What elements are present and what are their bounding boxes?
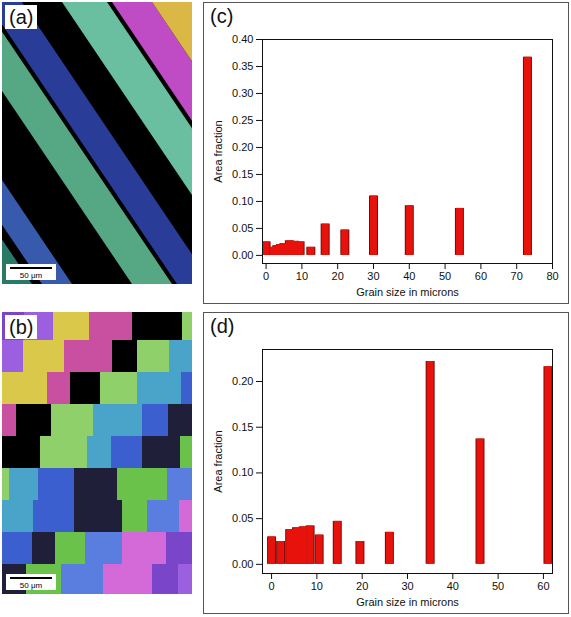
svg-text:50 μm: 50 μm	[20, 581, 43, 590]
svg-text:Area fraction: Area fraction	[212, 120, 224, 182]
svg-text:0.15: 0.15	[232, 168, 253, 180]
svg-text:0: 0	[263, 270, 269, 282]
svg-text:50 μm: 50 μm	[20, 271, 43, 280]
svg-text:0.05: 0.05	[232, 512, 253, 524]
svg-text:50: 50	[492, 580, 504, 592]
svg-text:0.30: 0.30	[232, 87, 253, 99]
svg-text:30: 30	[401, 580, 413, 592]
svg-text:20: 20	[356, 580, 368, 592]
svg-text:10: 10	[296, 270, 308, 282]
svg-text:0.20: 0.20	[232, 375, 253, 387]
html-text:(d): (d)	[210, 315, 235, 337]
svg-text:Grain size in microns: Grain size in microns	[356, 286, 459, 298]
svg-text:0.40: 0.40	[232, 33, 253, 45]
svg-text:0.10: 0.10	[232, 195, 253, 207]
svg-text:70: 70	[511, 270, 523, 282]
html-text:(a): (a)	[9, 6, 34, 28]
svg-text:0.00: 0.00	[232, 558, 253, 570]
html-text:(b): (b)	[9, 316, 34, 338]
html-text:(c): (c)	[210, 5, 234, 27]
svg-text:50: 50	[439, 270, 451, 282]
svg-text:0.00: 0.00	[232, 249, 253, 261]
svg-text:40: 40	[447, 580, 459, 592]
svg-text:0.15: 0.15	[232, 421, 253, 433]
svg-text:0.35: 0.35	[232, 60, 253, 72]
svg-text:40: 40	[403, 270, 415, 282]
svg-text:20: 20	[332, 270, 344, 282]
svg-text:Grain size in microns: Grain size in microns	[356, 596, 459, 608]
svg-text:0: 0	[269, 580, 275, 592]
svg-text:0.20: 0.20	[232, 141, 253, 153]
svg-text:80: 80	[546, 270, 558, 282]
svg-text:60: 60	[537, 580, 549, 592]
svg-text:0.05: 0.05	[232, 222, 253, 234]
svg-text:Area fraction: Area fraction	[212, 430, 224, 492]
svg-text:0.10: 0.10	[232, 466, 253, 478]
svg-text:30: 30	[367, 270, 379, 282]
svg-text:60: 60	[475, 270, 487, 282]
svg-text:10: 10	[311, 580, 323, 592]
svg-text:0.25: 0.25	[232, 114, 253, 126]
